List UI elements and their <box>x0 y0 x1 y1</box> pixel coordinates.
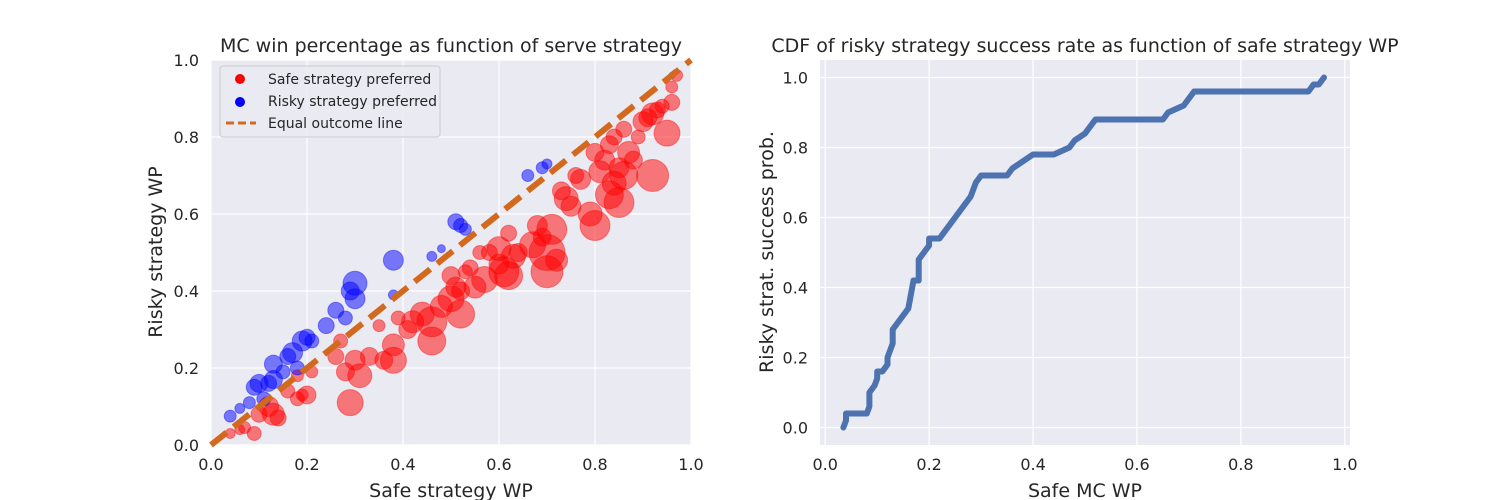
legend-label-risky: Risky strategy preferred <box>268 94 437 110</box>
risky-preferred-point <box>337 310 353 326</box>
scatter-x-tick-label: 0.4 <box>390 455 415 474</box>
risky-preferred-point <box>275 364 291 380</box>
cdf-plot-area <box>820 60 1350 445</box>
safe-preferred-point <box>636 159 670 192</box>
cdf-series-line <box>840 74 1327 431</box>
safe-preferred-point <box>246 425 262 441</box>
cdf-title: CDF of risky strategy success rate as fu… <box>771 35 1398 57</box>
safe-preferred-point <box>297 385 317 405</box>
cdf-x-tick-label: 0.2 <box>916 455 941 474</box>
scatter-y-tick-label: 0.2 <box>174 359 199 378</box>
cdf-x-tick-label: 0.0 <box>812 455 837 474</box>
risky-preferred-point <box>541 158 553 170</box>
risky-preferred-point <box>382 249 404 271</box>
cdf-y-tick-label: 0.0 <box>783 419 808 438</box>
scatter-legend: Safe strategy preferred Risky strategy p… <box>219 65 441 138</box>
safe-preferred-point <box>663 93 681 111</box>
safe-preferred-point <box>545 248 569 272</box>
scatter-title: MC win percentage as function of serve s… <box>220 35 682 57</box>
cdf-grid <box>820 60 1350 445</box>
cdf-y-tick-label: 0.2 <box>783 349 808 368</box>
legend-marker-risky <box>235 97 245 107</box>
safe-preferred-point <box>536 213 568 245</box>
safe-preferred-point <box>446 299 476 329</box>
risky-preferred-point <box>223 409 237 423</box>
safe-preferred-point <box>665 80 679 94</box>
scatter-y-axis-label: Risky strategy WP <box>145 166 167 338</box>
scatter-x-tick-label: 0.0 <box>198 455 223 474</box>
scatter-x-tick-label: 1.0 <box>678 455 703 474</box>
risky-preferred-point <box>458 222 472 236</box>
cdf-y-tick-label: 0.8 <box>783 139 808 158</box>
risky-preferred-point <box>234 402 246 414</box>
cdf-x-axis-label: Safe MC WP <box>1028 480 1142 500</box>
legend-label-safe: Safe strategy preferred <box>268 72 431 88</box>
legend-box <box>219 65 441 138</box>
equal-outcome-dashed-line <box>209 57 693 448</box>
scatter-panel: 0.0 0.2 0.4 0.6 0.8 1.0 0.0 0.2 0.4 0.6 0.8 1.0 MC … <box>145 35 704 500</box>
safe-preferred-point <box>379 346 407 374</box>
scatter-points <box>223 68 684 441</box>
cdf-x-tick-label: 1.0 <box>1332 455 1357 474</box>
cdf-line <box>840 74 1327 431</box>
safe-preferred-point <box>570 168 592 190</box>
scatter-x-tick-label: 0.6 <box>486 455 511 474</box>
scatter-ticks: 0.0 0.2 0.4 0.6 0.8 1.0 0.0 0.2 0.4 0.6 0.8 1.0 <box>174 51 704 474</box>
cdf-x-tick-label: 0.4 <box>1020 455 1045 474</box>
safe-preferred-point <box>623 150 643 170</box>
cdf-y-axis-label: Risky strat. success prob. <box>756 131 778 373</box>
legend-marker-safe <box>235 74 245 84</box>
risky-preferred-point <box>426 250 438 262</box>
risky-preferred-point <box>521 169 535 182</box>
risky-preferred-point <box>304 333 320 349</box>
safe-preferred-point <box>653 119 681 147</box>
safe-preferred-point <box>269 409 287 427</box>
scatter-x-tick-label: 0.8 <box>582 455 607 474</box>
cdf-y-tick-label: 1.0 <box>783 69 808 88</box>
cdf-x-tick-label: 0.6 <box>1124 455 1149 474</box>
safe-preferred-point <box>347 363 373 389</box>
cdf-ticks: 0.0 0.2 0.4 0.6 0.8 1.0 0.0 0.2 0.4 0.6 0.8 1.0 <box>783 69 1358 475</box>
scatter-y-tick-label: 1.0 <box>174 51 199 70</box>
risky-preferred-point <box>436 244 446 254</box>
scatter-x-tick-label: 0.2 <box>294 455 319 474</box>
scatter-y-tick-label: 0.0 <box>174 436 199 455</box>
safe-preferred-point <box>372 319 386 333</box>
risky-preferred-point <box>242 396 256 410</box>
safe-preferred-point <box>603 186 635 218</box>
safe-preferred-point <box>500 224 518 242</box>
safe-preferred-point <box>630 129 646 145</box>
cdf-panel: 0.0 0.2 0.4 0.6 0.8 1.0 0.0 0.2 0.4 0.6 0.8 1.0 CDF… <box>756 35 1399 500</box>
safe-preferred-point <box>615 120 633 138</box>
safe-preferred-point <box>336 389 364 417</box>
risky-preferred-point <box>317 317 335 335</box>
safe-preferred-point <box>579 210 611 242</box>
scatter-x-axis-label: Safe strategy WP <box>369 480 533 500</box>
legend-label-equal: Equal outcome line <box>268 116 403 132</box>
scatter-y-tick-label: 0.6 <box>174 205 199 224</box>
cdf-x-tick-label: 0.8 <box>1228 455 1253 474</box>
cdf-y-tick-label: 0.4 <box>783 279 808 298</box>
risky-preferred-point <box>342 270 368 296</box>
equal-outcome-line <box>209 57 693 448</box>
scatter-y-tick-label: 0.4 <box>174 282 199 301</box>
cdf-y-tick-label: 0.6 <box>783 209 808 228</box>
scatter-y-tick-label: 0.8 <box>174 128 199 147</box>
